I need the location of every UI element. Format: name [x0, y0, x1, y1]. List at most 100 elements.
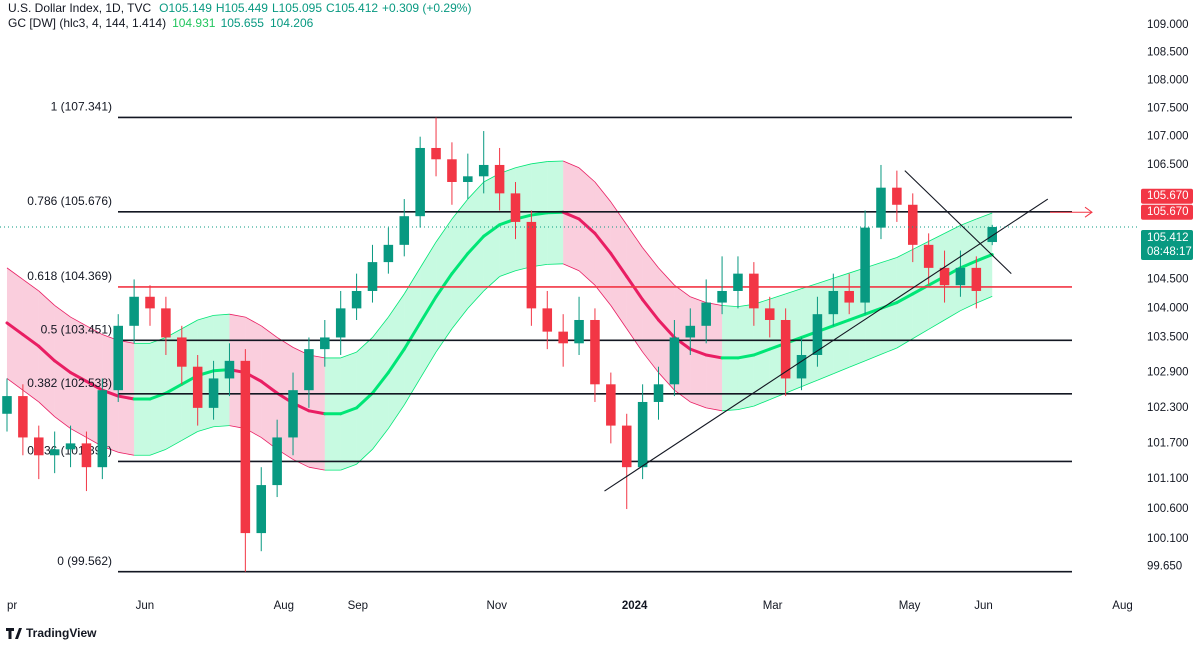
x-tick-label: May — [899, 600, 921, 612]
band-edge — [642, 247, 659, 269]
band-edge — [467, 290, 485, 309]
band-edge — [674, 389, 691, 403]
band-mid — [370, 371, 390, 395]
candle-body — [685, 325, 696, 338]
x-tick-label: Nov — [487, 600, 508, 612]
band-mid — [386, 347, 406, 375]
candle-body — [447, 159, 457, 182]
band-edge — [976, 212, 993, 220]
candle-body — [415, 147, 425, 217]
last-price-label: 105.412 — [1147, 232, 1189, 244]
band-edge — [213, 425, 230, 428]
chart-title: U.S. Dollar Index, 1D, TVC O105.149 H105.4… — [8, 1, 471, 15]
candle-body — [177, 337, 187, 367]
fib-label: 0.382 (102.538) — [27, 376, 112, 390]
band-edge — [722, 305, 738, 308]
band-edge — [817, 277, 834, 284]
header-value: H105.449 — [216, 1, 268, 15]
candle-body — [971, 267, 982, 291]
candle-body — [97, 390, 108, 468]
candle-body — [590, 319, 600, 385]
candle-body — [701, 302, 711, 326]
header-value: L105.095 — [272, 1, 322, 15]
band-edge — [722, 409, 738, 412]
candle-body — [65, 443, 76, 450]
band-edge — [245, 316, 262, 327]
band-edge — [86, 325, 103, 335]
candle-body — [812, 314, 823, 355]
candle-body — [81, 443, 92, 468]
band-edge — [181, 319, 198, 330]
band-edge — [785, 288, 802, 295]
band-mid — [577, 217, 597, 235]
band-mid — [53, 359, 73, 375]
band-edge — [499, 270, 516, 277]
fib-label: 1 (107.341) — [51, 100, 112, 114]
band-edge — [706, 407, 723, 412]
band-mid — [736, 353, 756, 360]
alert-price-tag — [1141, 188, 1193, 204]
band-edge — [483, 276, 500, 292]
candle-body — [18, 396, 28, 438]
band-edge — [54, 416, 71, 429]
candle-body — [351, 290, 362, 309]
candle-body — [399, 216, 410, 245]
band-edge — [229, 313, 246, 318]
candle-body — [192, 366, 203, 408]
band-edge — [626, 224, 643, 248]
band-edge — [769, 293, 786, 300]
y-tick-label: 108.500 — [1147, 47, 1189, 59]
header-value: O105.149 — [159, 1, 212, 15]
band-mid — [958, 259, 978, 270]
candle-body — [828, 290, 839, 315]
candle-body — [34, 437, 44, 456]
candle-body — [494, 164, 505, 194]
candle-body — [113, 325, 123, 391]
x-tick-label: Sep — [348, 600, 368, 612]
candle-body — [224, 360, 235, 379]
band-mid — [895, 292, 915, 305]
band-edge — [467, 181, 485, 200]
band-edge — [912, 241, 929, 250]
band-mid — [402, 321, 422, 351]
band-edge — [817, 373, 834, 381]
band-edge — [38, 401, 55, 418]
band-edge — [388, 293, 405, 318]
header-value: 104.206 — [270, 16, 314, 30]
x-tick-label: Aug — [274, 600, 294, 612]
band-edge — [833, 272, 850, 279]
band-edge — [22, 279, 40, 292]
candle-body — [987, 226, 997, 243]
candle-body — [383, 244, 394, 263]
band-edge — [690, 401, 707, 409]
band-edge — [594, 181, 612, 203]
band-mid — [974, 253, 994, 263]
band-mid — [339, 406, 359, 416]
header-value: +0.309 (+0.29%) — [382, 1, 471, 15]
y-tick-label: 103.500 — [1147, 331, 1189, 343]
band-edge — [658, 372, 675, 391]
band-mid — [116, 394, 136, 401]
band-edge — [372, 428, 389, 450]
logo-icon — [6, 628, 22, 639]
y-tick-label: 101.100 — [1147, 473, 1189, 485]
band-edge — [547, 263, 564, 265]
band-edge — [960, 218, 977, 226]
band-mid — [609, 251, 629, 279]
band-edge — [6, 378, 24, 391]
band-edge — [785, 386, 802, 394]
band-edge — [960, 302, 977, 312]
candles — [2, 117, 997, 572]
candle-body — [129, 296, 139, 326]
y-tick-label: 104.500 — [1147, 273, 1189, 285]
candle-body — [542, 308, 553, 332]
brand-text: TradingView — [26, 626, 97, 640]
band-mid — [863, 306, 883, 316]
band-mid — [355, 391, 374, 410]
y-tick-label: 102.900 — [1147, 367, 1189, 379]
band-mid — [450, 251, 470, 276]
band-edge — [372, 316, 389, 338]
x-tick-label: Jun — [136, 600, 155, 612]
band-mid — [593, 231, 613, 255]
candle-body — [256, 485, 267, 534]
